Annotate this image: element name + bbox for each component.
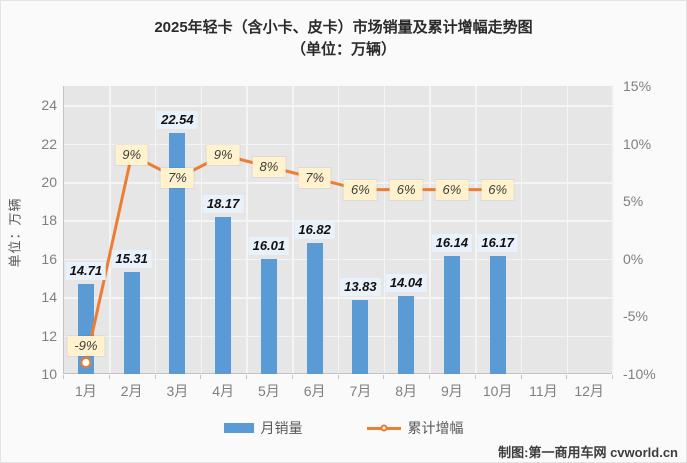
growth-percent-label: 6% (481, 179, 515, 200)
bar-value-label: 13.83 (340, 278, 381, 297)
bar-value-label: 16.01 (248, 236, 290, 255)
growth-percent-label: 7% (298, 168, 332, 189)
x-axis-month-label: 5月 (257, 383, 280, 399)
left-axis-tick-label: 22 (41, 135, 57, 152)
x-axis-tick-mark (383, 375, 385, 379)
x-axis-tick-mark (429, 375, 430, 379)
bar-value-label: 22.54 (157, 111, 198, 130)
bar-monthly-sales (489, 255, 506, 374)
bar-swatch-icon (223, 423, 254, 433)
right-axis-tick-label: 5% (623, 193, 644, 210)
right-axis-tick-label: -5% (623, 308, 648, 325)
vertical-gridline (475, 86, 477, 373)
x-axis-tick-mark (63, 375, 64, 379)
right-axis-tick-label: -10% (623, 366, 656, 382)
credit-watermark: 制图:第一商用车网 cvworld.cn (498, 445, 678, 460)
vertical-gridline (200, 86, 202, 373)
x-axis-month-label: 9月 (440, 383, 463, 399)
bar-monthly-sales (306, 243, 323, 374)
bar-monthly-sales (77, 283, 94, 374)
vertical-gridline (337, 86, 340, 373)
x-axis-tick-mark (612, 375, 613, 379)
growth-percent-label: 9% (115, 145, 149, 166)
x-axis-tick-mark (246, 375, 247, 379)
vertical-gridline (429, 86, 431, 373)
right-axis-tick-label: 15% (623, 78, 652, 94)
vertical-gridline (612, 86, 614, 373)
right-axis-tick-label: 0% (623, 250, 644, 267)
growth-percent-label: 9% (206, 145, 240, 166)
vertical-gridline (520, 86, 523, 373)
growth-percent-label: 7% (160, 168, 194, 189)
bar-monthly-sales (215, 217, 232, 374)
x-axis-month-label: 10月 (482, 383, 513, 399)
bar-value-label: 16.14 (431, 234, 473, 253)
bar-value-label: 16.17 (477, 233, 518, 252)
line-marker-swatch-icon (366, 424, 401, 432)
left-axis-tick-label: 10 (41, 366, 57, 382)
growth-percent-label: 6% (435, 179, 469, 200)
bar-value-label: 15.31 (111, 250, 152, 269)
plot-area (63, 86, 614, 374)
left-axis-title: 单位：万辆 (7, 197, 23, 268)
x-axis-tick-mark (200, 375, 202, 379)
x-axis-month-label: 1月 (74, 383, 97, 399)
x-axis-month-label: 3月 (166, 383, 189, 399)
legend-item-monthly-sales: 月销量 (223, 418, 303, 438)
legend-item-cumulative-growth: 累计增幅 (366, 418, 464, 438)
chart-subtitle: （单位：万辆） (290, 41, 396, 58)
left-axis-tick-label: 20 (41, 174, 57, 190)
vertical-gridline (383, 86, 385, 373)
vertical-gridline (154, 86, 157, 373)
bar-monthly-sales (398, 296, 415, 374)
growth-percent-label: -9% (67, 336, 105, 357)
vertical-gridline (566, 86, 568, 373)
bar-value-label: 16.82 (294, 221, 335, 240)
vertical-gridline (246, 86, 248, 373)
right-axis-tick-label: 10% (623, 135, 652, 152)
x-axis-tick-mark (154, 375, 156, 379)
bar-monthly-sales (443, 256, 460, 374)
x-axis-tick-mark (108, 375, 110, 379)
vertical-gridline (109, 86, 111, 373)
left-axis-tick-label: 12 (41, 327, 57, 344)
left-axis-tick-label: 16 (41, 250, 57, 267)
bar-value-label: 18.17 (202, 195, 244, 214)
x-axis-month-label: 2月 (120, 383, 143, 399)
x-axis-tick-mark (291, 375, 293, 379)
left-axis-tick-label: 18 (41, 212, 57, 229)
chart-title: 2025年轻卡（含小卡、皮卡）市场销量及累计增幅走势图 (154, 19, 533, 36)
x-axis-tick-mark (566, 375, 568, 379)
x-axis-tick-mark (337, 375, 339, 379)
growth-percent-label: 6% (343, 179, 377, 200)
x-axis-month-label: 6月 (303, 383, 326, 399)
x-axis-month-label: 7月 (349, 383, 372, 399)
x-axis-month-label: 12月 (574, 383, 604, 399)
bar-value-label: 14.71 (65, 261, 107, 280)
x-axis-tick-mark (520, 375, 522, 379)
vertical-gridline (292, 86, 294, 373)
legend: 月销量 累计增幅 (1, 418, 686, 438)
line-marker-dot-icon (380, 424, 387, 432)
left-axis-tick-label: 14 (41, 289, 57, 306)
chart-title-block: 2025年轻卡（含小卡、皮卡）市场销量及累计增幅走势图 （单位：万辆） (1, 17, 686, 61)
x-axis-month-label: 8月 (395, 383, 418, 399)
bar-monthly-sales (352, 300, 369, 374)
legend-label-monthly-sales: 月销量 (260, 420, 303, 436)
growth-percent-label: 8% (252, 156, 286, 177)
left-axis-tick-label: 24 (41, 97, 57, 114)
bar-monthly-sales (260, 258, 277, 374)
x-axis-month-label: 11月 (529, 383, 558, 399)
x-axis-tick-mark (474, 375, 476, 379)
bar-value-label: 14.04 (385, 274, 427, 293)
growth-percent-label: 6% (389, 179, 423, 200)
legend-label-cumulative-growth: 累计增幅 (407, 420, 464, 436)
bar-monthly-sales (123, 272, 140, 374)
x-axis-month-label: 4月 (212, 383, 235, 399)
